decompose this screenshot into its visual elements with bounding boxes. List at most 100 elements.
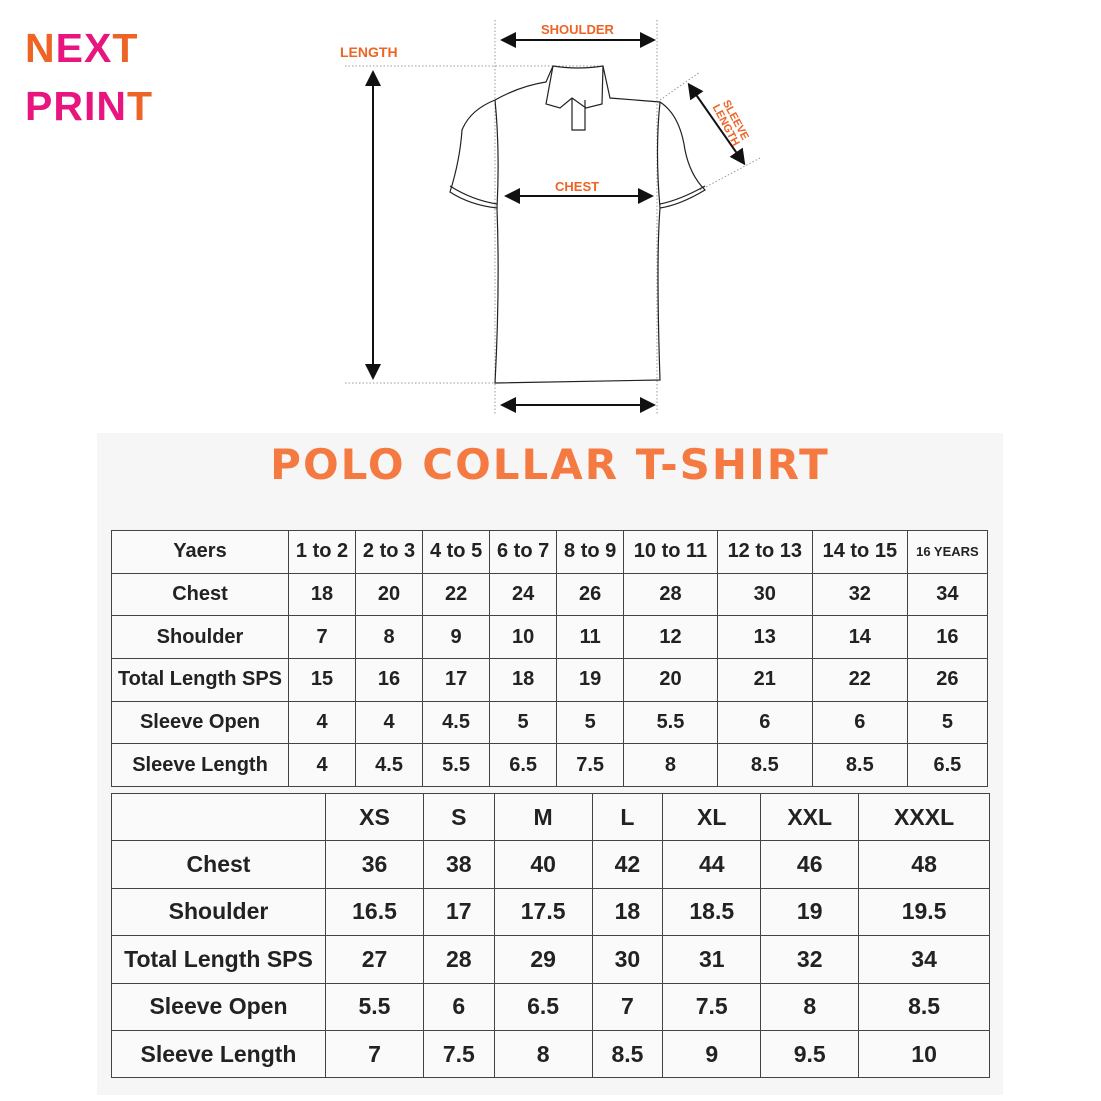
table-cell: 10	[489, 615, 558, 660]
table-cell: XL	[662, 792, 762, 842]
table-row: Sleeve Length 4 4.5 5.5 6.5 7.5 8 8.5 8.5 6.5	[111, 743, 989, 788]
logo-next: NEXT	[25, 25, 139, 71]
page-title: POLO COLLAR T-SHIRT	[270, 440, 830, 489]
table-cell: M	[493, 792, 593, 842]
table-cell: 5.5	[422, 743, 491, 788]
table-cell: 32	[811, 572, 908, 617]
table-cell: 20	[623, 658, 718, 702]
row-label-cell: Chest	[111, 840, 326, 889]
table-cell: 5	[489, 700, 558, 745]
table-cell: 16 YEARS	[906, 530, 989, 574]
table-cell: 8.5	[858, 982, 990, 1031]
table-cell: 28	[623, 572, 718, 617]
table-cell: 5.5	[623, 700, 718, 745]
table-cell: 16	[906, 615, 989, 660]
table-cell: 7	[591, 982, 664, 1031]
chest-label: CHEST	[555, 179, 600, 194]
table-cell: 14	[811, 615, 908, 660]
table-row: Chest 36 38 40 42 44 46 48	[111, 840, 990, 889]
table-cell: 7.5	[423, 1029, 495, 1079]
shirt-diagram	[345, 20, 761, 415]
table-row: Total Length SPS 27 28 29 30 31 32 34	[111, 935, 990, 984]
row-label-cell: Chest	[111, 572, 289, 617]
table-row: Shoulder 16.5 17 17.5 18 18.5 19 19.5	[111, 887, 990, 937]
table-cell: 2 to 3	[355, 530, 424, 574]
table-cell: 4	[287, 700, 357, 745]
table-cell: 9	[662, 1029, 762, 1079]
row-label-cell: Total Length SPS	[111, 658, 289, 702]
table-cell: 34	[858, 935, 990, 984]
table-cell: 4.5	[422, 700, 491, 745]
table-row: Chest 18 20 22 24 26 28 30 32 34	[111, 572, 989, 617]
table-row: Sleeve Length 7 7.5 8 8.5 9 9.5 10	[111, 1029, 990, 1079]
table-cell: XXXL	[858, 792, 990, 842]
table-cell: 8	[760, 982, 860, 1031]
table-cell: 29	[493, 935, 593, 984]
table-cell: 36	[325, 840, 424, 889]
table-cell: 48	[858, 840, 990, 889]
table-cell: 6	[716, 700, 813, 745]
table-cell: 12	[623, 615, 718, 660]
table-cell: 1 to 2	[287, 530, 357, 574]
table-cell: 22	[422, 572, 491, 617]
table-cell: 7	[325, 1029, 424, 1079]
table-cell: 16.5	[325, 887, 424, 937]
table-cell: 6	[423, 982, 495, 1031]
table-cell: 6 to 7	[489, 530, 558, 574]
table-cell: 4.5	[355, 743, 424, 788]
table-cell: 34	[906, 572, 989, 617]
table-cell: 17.5	[493, 887, 593, 937]
table-cell: 10 to 11	[623, 530, 718, 574]
table-cell: 32	[760, 935, 860, 984]
table-cell: 18	[591, 887, 664, 937]
table-cell: 30	[591, 935, 664, 984]
table-cell: 12 to 13	[716, 530, 813, 574]
table-cell: 13	[716, 615, 813, 660]
table-cell: 8	[355, 615, 424, 660]
table-cell: 9	[422, 615, 491, 660]
table-cell: 16	[355, 658, 424, 702]
table-cell: 4	[355, 700, 424, 745]
shoulder-label: SHOULDER	[541, 22, 614, 37]
row-label-cell	[111, 792, 326, 842]
table-cell: 15	[287, 658, 357, 702]
row-label-cell: Sleeve Open	[111, 700, 289, 745]
table-cell: 5	[906, 700, 989, 745]
row-label-cell: Yaers	[111, 530, 289, 574]
row-label-cell: Sleeve Length	[111, 1029, 326, 1079]
table-cell: 6	[811, 700, 908, 745]
table-cell: XS	[325, 792, 424, 842]
table-cell: 46	[760, 840, 860, 889]
row-label-cell: Sleeve Open	[111, 982, 326, 1031]
table-cell: 9.5	[760, 1029, 860, 1079]
table-cell: 17	[423, 887, 495, 937]
table-cell: 7	[287, 615, 357, 660]
table-cell: 21	[716, 658, 813, 702]
table-cell: 8	[493, 1029, 593, 1079]
table-cell: 8.5	[716, 743, 813, 788]
table-cell: 4 to 5	[422, 530, 491, 574]
table-cell: 31	[662, 935, 762, 984]
row-label-cell: Sleeve Length	[111, 743, 289, 788]
table-cell: 8.5	[811, 743, 908, 788]
adult-size-table: XS S M L XL XXL XXXL Chest 36 38 40 42 44 46 48 Shoulde…	[111, 792, 990, 1079]
table-cell: 4	[287, 743, 357, 788]
table-cell: 14 to 15	[811, 530, 908, 574]
table-cell: 17	[422, 658, 491, 702]
logo-print: PRINT	[25, 83, 154, 129]
table-cell: 20	[355, 572, 424, 617]
table-cell: 11	[556, 615, 625, 660]
table-cell: 8.5	[591, 1029, 664, 1079]
table-row: Shoulder 7 8 9 10 11 12 13 14 16	[111, 615, 989, 660]
table-cell: 40	[493, 840, 593, 889]
table-cell: 26	[906, 658, 989, 702]
table-cell: 44	[662, 840, 762, 889]
table-cell: 18	[489, 658, 558, 702]
table-cell: 28	[423, 935, 495, 984]
table-cell: 18.5	[662, 887, 762, 937]
table-cell: L	[591, 792, 664, 842]
table-cell: S	[423, 792, 495, 842]
table-cell: 8	[623, 743, 718, 788]
